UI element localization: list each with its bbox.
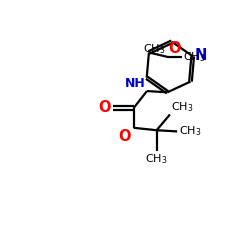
Text: N: N	[195, 48, 207, 62]
Text: NH: NH	[125, 77, 146, 90]
Text: CH$_3$: CH$_3$	[183, 50, 205, 64]
Text: O: O	[168, 41, 180, 56]
Text: O: O	[119, 129, 131, 144]
Text: O: O	[99, 100, 111, 116]
Text: CH$_3$: CH$_3$	[143, 42, 166, 56]
Text: CH$_3$: CH$_3$	[171, 100, 194, 114]
Text: CH$_3$: CH$_3$	[146, 153, 168, 166]
Text: CH$_3$: CH$_3$	[178, 124, 201, 138]
